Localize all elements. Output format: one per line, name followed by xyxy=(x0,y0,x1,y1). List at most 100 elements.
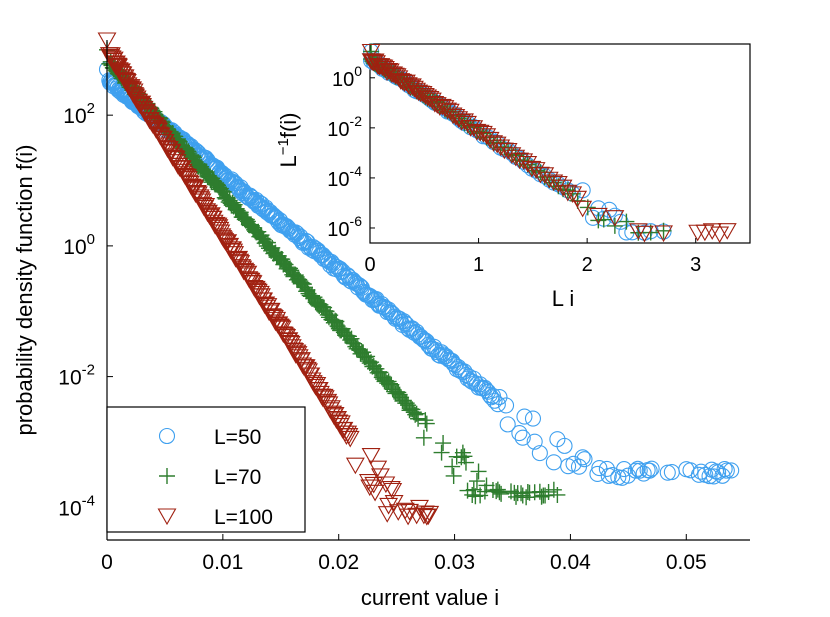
inset-data-point xyxy=(635,225,654,243)
data-point xyxy=(278,332,298,350)
data-point xyxy=(493,485,510,502)
data-point xyxy=(435,435,452,452)
inset-data-point xyxy=(618,213,635,230)
inset-data-point xyxy=(553,179,573,197)
legend-box xyxy=(106,406,306,533)
inset-y-tick-label: 10-6 xyxy=(327,213,362,241)
series-l-50 xyxy=(98,61,740,486)
inset-y-axis-label: L−1f(i) xyxy=(275,112,301,167)
data-point xyxy=(454,444,471,461)
inset-data-point xyxy=(568,190,588,208)
data-point xyxy=(377,506,397,523)
data-point xyxy=(457,367,475,384)
inset-data-point xyxy=(511,152,528,169)
data-point xyxy=(97,32,117,50)
legend-label: L=70 xyxy=(214,466,261,489)
main-y-tick-label: 102 xyxy=(63,100,95,128)
inset-data-point xyxy=(544,174,564,192)
inset-plot: 0 1 2 3 100 10-2 10-4 10-6 L i L−1f(i) xyxy=(275,43,751,311)
inset-data-point xyxy=(413,85,433,103)
inset-data-point xyxy=(584,209,602,226)
main-x-tick-label: 0.05 xyxy=(666,551,707,574)
inset-data-point xyxy=(605,210,625,227)
data-point xyxy=(489,481,506,498)
data-point xyxy=(641,462,658,479)
main-y-axis-label: probability density function f(i) xyxy=(12,144,37,435)
inset-data-point xyxy=(361,43,381,61)
inset-data-point xyxy=(642,224,659,241)
inset-data-point xyxy=(717,223,737,240)
data-point xyxy=(345,457,365,475)
main-x-tick-label: 0.02 xyxy=(318,551,359,574)
inset-data-point xyxy=(601,201,618,218)
data-point xyxy=(489,396,506,413)
inset-x-tick-label: 3 xyxy=(690,254,701,276)
series-l-100 xyxy=(97,32,440,526)
data-point xyxy=(331,415,351,433)
data-point xyxy=(631,462,648,479)
data-point xyxy=(358,474,378,491)
data-point xyxy=(192,193,212,211)
data-point xyxy=(166,151,186,168)
inset-data-point xyxy=(449,111,469,128)
data-point xyxy=(556,437,573,454)
data-point xyxy=(291,229,308,247)
main-y-tick-label: 10-2 xyxy=(58,362,95,390)
data-point xyxy=(376,476,396,494)
inset-data-point xyxy=(558,184,578,202)
data-point xyxy=(723,462,740,479)
data-point xyxy=(361,448,381,465)
data-point xyxy=(270,247,287,264)
data-point xyxy=(444,458,461,475)
data-point xyxy=(388,504,408,521)
main-x-tick-label: 0 xyxy=(101,551,113,574)
data-point xyxy=(417,412,434,429)
data-point xyxy=(410,410,427,427)
main-x-axis-label: current value i xyxy=(361,585,499,610)
legend-label: L=100 xyxy=(214,506,273,529)
data-point xyxy=(365,484,385,502)
main-x-tick-label: 0.03 xyxy=(434,551,475,574)
inset-data-point xyxy=(548,176,568,193)
legend-marker-l-100 xyxy=(157,508,177,526)
inset-data-point xyxy=(371,58,391,75)
data-point xyxy=(248,283,268,301)
main-x-tick-label: 0.01 xyxy=(202,551,243,574)
data-point xyxy=(545,454,562,471)
inset-x-tick-label: 2 xyxy=(582,254,593,276)
inset-data-point xyxy=(438,102,458,120)
data-point xyxy=(445,467,462,484)
main-x-tick-label: 0.04 xyxy=(550,551,591,574)
data-point xyxy=(285,343,305,360)
legend-marker-l-70 xyxy=(159,468,175,484)
data-point xyxy=(574,449,591,466)
data-point xyxy=(456,448,473,465)
data-point xyxy=(470,463,487,480)
data-point xyxy=(716,461,733,478)
inset-data-point xyxy=(588,207,608,225)
inset-data-point xyxy=(526,162,546,179)
data-point xyxy=(370,468,390,486)
data-point xyxy=(531,445,548,462)
inset-ylabel-sup: −1 xyxy=(275,138,292,155)
data-point xyxy=(499,416,516,433)
data-point xyxy=(360,479,380,497)
data-point xyxy=(576,451,593,468)
data-point xyxy=(457,454,474,471)
data-point xyxy=(400,503,419,521)
data-point xyxy=(478,477,495,494)
data-point xyxy=(268,317,288,334)
data-point xyxy=(279,259,296,276)
data-point xyxy=(309,382,329,399)
data-point xyxy=(383,482,403,500)
data-point xyxy=(598,460,615,477)
data-point xyxy=(486,392,503,409)
inset-data-point xyxy=(518,155,538,173)
inset-series-group xyxy=(361,43,737,244)
data-point xyxy=(627,462,644,479)
inset-data-point xyxy=(363,43,380,60)
data-point xyxy=(297,279,314,296)
inset-data-point xyxy=(458,115,477,133)
data-point xyxy=(714,467,731,484)
